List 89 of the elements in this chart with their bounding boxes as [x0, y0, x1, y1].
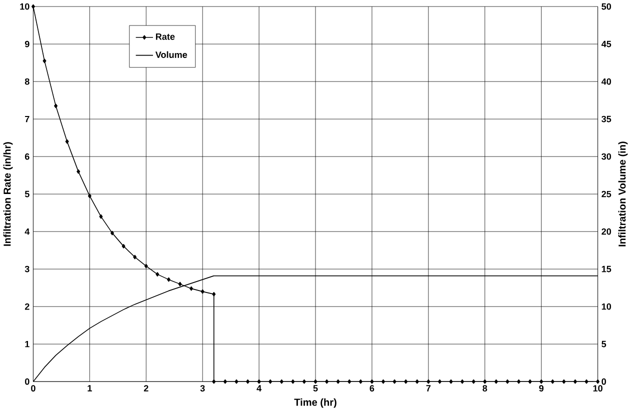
- x-tick-label: 5: [313, 385, 318, 392]
- x-tick-label: 1: [88, 385, 92, 392]
- point: [562, 379, 566, 384]
- point: [392, 379, 396, 384]
- y-tick-label: 3: [24, 266, 30, 272]
- point: [540, 379, 544, 384]
- point: [166, 277, 170, 282]
- y-tick-label: 7: [25, 116, 30, 122]
- point: [246, 379, 250, 384]
- point: [426, 379, 430, 384]
- point: [573, 379, 577, 384]
- y2-tick-label: 5: [602, 340, 606, 348]
- point: [144, 264, 148, 268]
- point: [370, 379, 374, 384]
- point: [200, 289, 204, 294]
- x-tick-label: 6: [370, 385, 374, 392]
- y2-tick-label: 0: [602, 378, 606, 385]
- point: [76, 169, 80, 174]
- x-tick-label: 2: [144, 385, 148, 392]
- y-tick-label: 0: [25, 378, 30, 385]
- x-tick-label: 8: [482, 385, 488, 392]
- point: [358, 379, 362, 384]
- point: [348, 379, 352, 384]
- x-tick-label: 4: [256, 385, 262, 392]
- point: [516, 379, 521, 384]
- point: [178, 282, 182, 286]
- point: [325, 379, 329, 384]
- y2-tick-label: 35: [602, 116, 612, 122]
- y-tick-label: 1: [25, 340, 30, 348]
- point: [268, 379, 272, 384]
- x-tick-label: 9: [539, 385, 544, 392]
- point: [302, 379, 306, 384]
- point: [506, 379, 510, 384]
- y-tick-label: 8: [24, 78, 30, 85]
- y-tick-label: 4: [24, 228, 30, 235]
- y-tick-label: 5: [24, 190, 30, 198]
- y2-axis-title: Infiltration Volume (in): [618, 142, 628, 246]
- point: [122, 244, 126, 248]
- point: [336, 379, 340, 384]
- point: [257, 379, 261, 384]
- point: [133, 254, 137, 260]
- point: [99, 214, 103, 219]
- point: [494, 379, 498, 384]
- point: [280, 379, 284, 384]
- y-tick-label: 9: [24, 40, 30, 48]
- legend-label: Rate: [156, 33, 175, 40]
- y2-tick-label: 40: [601, 78, 612, 85]
- y2-tick-label: 50: [602, 3, 612, 10]
- point: [381, 379, 386, 384]
- point: [472, 379, 476, 384]
- point: [314, 379, 318, 384]
- point: [190, 286, 194, 291]
- point: [223, 379, 227, 384]
- y2-tick-label: 30: [602, 153, 612, 160]
- point: [291, 379, 295, 384]
- y2-tick-label: 10: [602, 303, 612, 310]
- point: [584, 379, 588, 384]
- y-axis-title: Infiltration Rate (in/hr): [3, 142, 13, 246]
- point: [415, 379, 419, 384]
- y2-tick-label: 15: [602, 266, 612, 272]
- legend-label: Volume: [155, 51, 188, 58]
- point: [212, 379, 216, 384]
- point: [460, 379, 464, 384]
- point: [404, 379, 408, 384]
- y-tick-label: 6: [24, 153, 30, 160]
- point: [483, 379, 487, 384]
- x-tick-label: 0: [31, 385, 36, 392]
- point: [31, 4, 35, 9]
- y-tick-label: 2: [24, 303, 30, 310]
- point: [42, 58, 46, 64]
- y2-tick-label: 45: [601, 40, 612, 48]
- y-tick-label: 10: [20, 3, 30, 10]
- point: [550, 379, 554, 384]
- point: [528, 379, 532, 384]
- point: [156, 272, 160, 276]
- point: [65, 139, 69, 144]
- point: [234, 379, 238, 384]
- x-axis-title: Time (hr): [294, 398, 336, 408]
- x-tick-label: 3: [200, 385, 205, 392]
- point: [110, 230, 114, 236]
- point: [212, 292, 216, 296]
- y2-tick-label: 25: [602, 190, 612, 198]
- point: [54, 104, 58, 108]
- x-tick-label: 7: [426, 385, 431, 392]
- x-tick-label: 10: [593, 385, 602, 392]
- point: [88, 194, 92, 198]
- point: [438, 379, 442, 384]
- point: [449, 379, 453, 384]
- y2-tick-label: 20: [602, 228, 612, 235]
